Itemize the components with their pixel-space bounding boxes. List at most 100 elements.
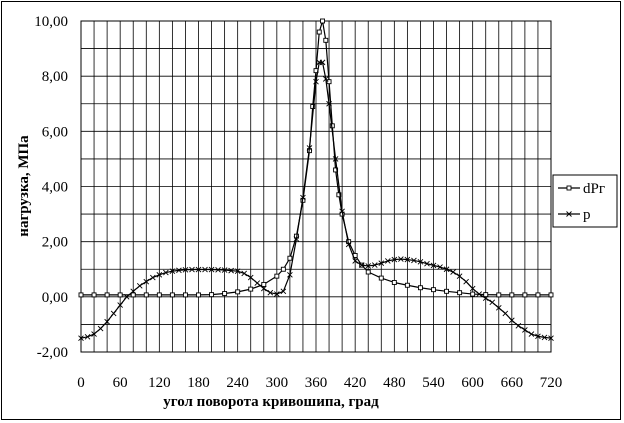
x-tick-label: 420 [344, 375, 367, 391]
cross-stroke [136, 282, 143, 289]
cross-stroke [319, 59, 326, 66]
cross-stroke [495, 305, 502, 311]
data-point-p [189, 266, 195, 273]
x-tick-label: 660 [501, 375, 524, 391]
data-point-p [424, 260, 430, 267]
x-tick-label: 60 [113, 375, 128, 391]
cross-stroke [202, 266, 208, 273]
data-point-p [293, 236, 300, 242]
cross-stroke [424, 260, 430, 267]
x-tick-label: 540 [422, 375, 445, 391]
cross-stroke [234, 268, 241, 274]
cross-stroke [502, 310, 509, 317]
data-point-dpg [522, 292, 528, 298]
data-point-dpg [310, 104, 316, 109]
data-point-dpg [417, 285, 423, 291]
data-point-p [136, 282, 143, 289]
data-point-p [391, 256, 398, 263]
data-point-dpg [169, 292, 175, 298]
data-point-dpg [326, 79, 332, 85]
cross-stroke [228, 267, 234, 274]
cross-stroke [358, 262, 365, 268]
cross-stroke [437, 264, 443, 270]
data-point-dpg [404, 282, 410, 288]
data-point-p [91, 331, 97, 337]
cross-stroke [322, 76, 329, 82]
data-point-p [528, 331, 535, 337]
data-point-p [287, 271, 293, 278]
data-point-p [509, 317, 515, 324]
data-point-dpg [391, 280, 397, 285]
data-point-p [163, 269, 169, 276]
cross-stroke [300, 194, 306, 201]
data-point-dpg [235, 289, 241, 295]
cross-stroke [254, 280, 261, 286]
data-point-p [430, 262, 437, 269]
cross-stroke [143, 278, 150, 285]
data-point-p [143, 278, 150, 285]
data-point-p [280, 288, 287, 295]
cross-stroke [352, 258, 358, 264]
x-tick-label: 120 [148, 375, 171, 391]
cross-stroke [241, 270, 248, 277]
cross-stroke [91, 331, 97, 337]
y-tick-label: 10,00 [34, 14, 68, 30]
cross-stroke [208, 266, 215, 273]
data-point-p [234, 268, 241, 274]
data-point-p [78, 335, 84, 342]
data-point-p [339, 208, 345, 215]
cross-stroke [384, 258, 391, 264]
data-point-p [443, 266, 450, 273]
data-point-dpg [78, 292, 84, 298]
cross-stroke [149, 274, 156, 281]
data-point-p [260, 285, 267, 292]
data-point-p [522, 327, 528, 333]
cross-stroke [293, 236, 300, 242]
cross-stroke [306, 145, 313, 151]
y-tick-label: 2,00 [42, 235, 68, 251]
x-tick-label: 180 [187, 375, 210, 391]
y-tick-label: 4,00 [42, 180, 68, 196]
cross-stroke [182, 266, 189, 273]
cross-stroke [332, 156, 339, 162]
data-point-dpg [378, 275, 384, 281]
data-point-p [117, 302, 123, 308]
data-point-p [463, 278, 469, 285]
x-tick-labels: 0 60 120 180 240 300 360 420 480 540 600 660 720 [77, 375, 562, 391]
cross-stroke [378, 260, 385, 266]
data-point-dpg [130, 292, 136, 298]
legend-label-dpg: dPг [583, 181, 605, 197]
cross-stroke [274, 291, 280, 297]
data-point-p [404, 256, 411, 263]
data-point-p [371, 262, 378, 268]
x-tick-label: 480 [383, 375, 406, 391]
x-tick-label: 600 [461, 375, 484, 391]
y-axis-title: нагрузка, МПа [16, 135, 32, 237]
data-point-p [345, 241, 352, 248]
cross-stroke [398, 256, 404, 262]
data-point-p [202, 266, 208, 273]
cross-stroke [267, 289, 274, 296]
y-tick-label: -2,00 [37, 345, 68, 361]
data-point-dpg [261, 281, 267, 287]
cross-stroke [189, 266, 195, 273]
data-point-p [456, 273, 463, 279]
cross-stroke [130, 288, 137, 295]
data-point-p [274, 291, 280, 297]
data-point-p [548, 335, 554, 342]
cross-stroke [280, 288, 287, 295]
data-point-dpg [444, 288, 450, 294]
data-point-p [156, 271, 163, 278]
data-point-p [450, 269, 456, 275]
y-tick-labels: -2,00 0,00 2,00 4,00 6,00 8,00 10,00 [34, 14, 68, 361]
cross-stroke [535, 333, 541, 340]
data-point-dpg [274, 273, 280, 279]
data-point-p [476, 291, 483, 297]
cross-stroke [195, 266, 202, 273]
cross-stroke [84, 334, 91, 340]
cross-stroke [482, 295, 489, 302]
data-point-dpg [323, 37, 329, 43]
cross-stroke [391, 256, 398, 263]
cross-stroke [509, 317, 515, 324]
data-point-p [482, 295, 489, 302]
